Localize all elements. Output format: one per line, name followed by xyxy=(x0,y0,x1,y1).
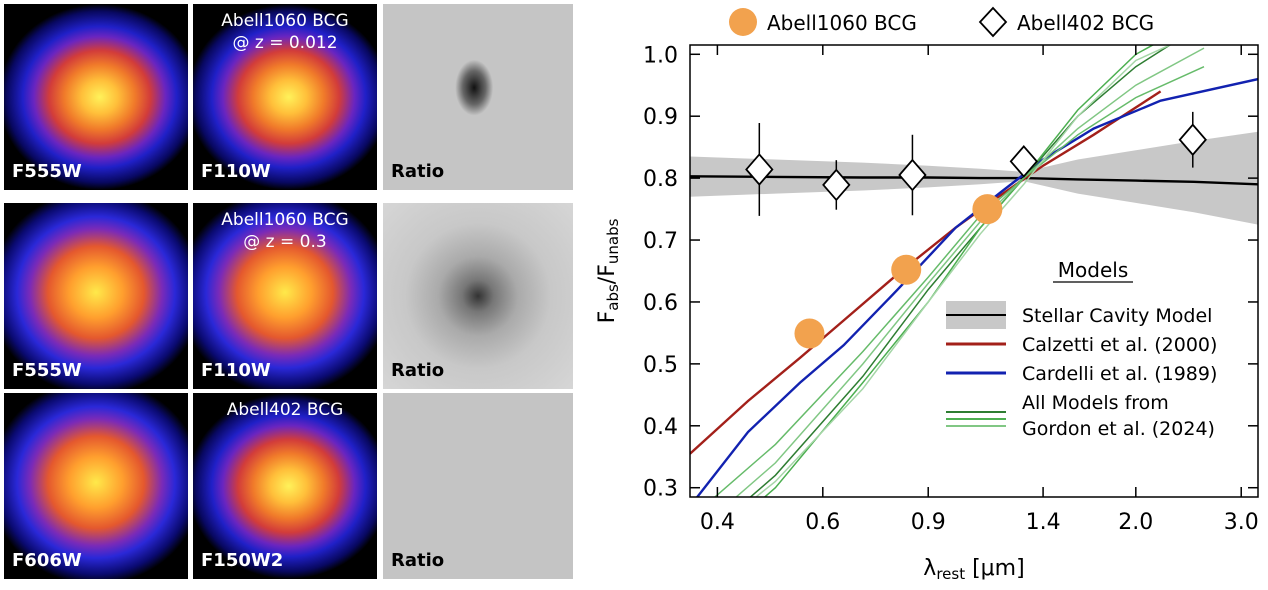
legend-label: All Models from xyxy=(1022,392,1169,414)
legend-label: Abell402 BCG xyxy=(1017,11,1154,35)
image-panel: Abell402 BCG F150W2 xyxy=(193,393,377,579)
plot-frame xyxy=(689,44,1259,498)
data-point xyxy=(891,254,922,285)
y-axis-label-part: abs xyxy=(604,284,622,311)
filter-label: F110W xyxy=(201,161,271,182)
ratio-panel: Ratio xyxy=(383,4,573,190)
y-tick-label: 0.3 xyxy=(643,477,678,502)
image-panel: F555W xyxy=(4,4,188,190)
image-panel: F606W xyxy=(4,393,188,579)
ratio-label: Ratio xyxy=(391,161,445,182)
image-panel: F555W xyxy=(4,203,188,389)
data-point xyxy=(1009,145,1039,178)
model-line xyxy=(690,90,1162,455)
model-line xyxy=(695,77,1258,497)
y-tick-label: 0.9 xyxy=(643,105,678,130)
legend-marker xyxy=(978,6,1008,38)
panel-title-line: Abell402 BCG xyxy=(226,400,344,420)
image-grid: F555W Abell1060 BCG @ z = 0.012 F110W Rati… xyxy=(4,4,574,579)
panel-title-line: Abell1060 BCG xyxy=(221,11,349,31)
model-line xyxy=(754,45,1172,497)
y-axis-label-part: unabs xyxy=(604,218,622,264)
chart: 0.4 0.6 0.9 1.4 2.0 3.0 0.3 0.4 0.5 0.6 0.7 0.8 0.9 1… xyxy=(595,6,1259,583)
x-tick-label: 2.0 xyxy=(1118,510,1153,535)
legend-label: Calzetti et al. (2000) xyxy=(1022,334,1217,356)
x-tick-label: 0.4 xyxy=(700,510,735,535)
y-tick-label: 0.7 xyxy=(643,229,678,254)
model-line xyxy=(690,175,1258,186)
y-tick-label: 1.0 xyxy=(643,43,678,68)
data-point xyxy=(1178,123,1207,157)
y-axis-label: Fabs/Funabs xyxy=(595,218,622,323)
filter-label: F555W xyxy=(12,161,82,182)
x-tick-label: 3.0 xyxy=(1224,510,1259,535)
model-line xyxy=(735,47,1205,497)
data-point xyxy=(972,194,1003,225)
ratio-label: Ratio xyxy=(391,360,445,381)
legend-title: Models xyxy=(1058,258,1128,282)
panel-title-line: Abell1060 BCG xyxy=(221,210,349,230)
y-tick-label: 0.6 xyxy=(643,291,678,316)
data-point xyxy=(794,318,825,349)
y-axis-label-part: F xyxy=(595,311,620,324)
legend-label: Gordon et al. (2024) xyxy=(1022,418,1215,440)
legend-label: Abell1060 BCG xyxy=(767,11,917,35)
data-point xyxy=(745,153,774,186)
legend-label: Stellar Cavity Model xyxy=(1022,305,1212,327)
image-panel: Abell1060 BCG @ z = 0.012 F110W xyxy=(193,4,377,190)
x-tick-label: 0.9 xyxy=(911,510,946,535)
panel-title: Abell1060 BCG @ z = 0.3 xyxy=(193,209,377,253)
model-line xyxy=(713,66,1205,497)
y-axis-label-part: /F xyxy=(595,264,620,284)
image-panel: Abell1060 BCG @ z = 0.3 F110W xyxy=(193,203,377,389)
panel-title: Abell402 BCG xyxy=(193,399,377,421)
plot-area xyxy=(690,45,1258,497)
ratio-panel: Ratio xyxy=(383,203,573,389)
x-tick-label: 1.4 xyxy=(1026,510,1061,535)
y-tick-label: 0.4 xyxy=(643,415,678,440)
panel-title-line: @ z = 0.012 xyxy=(232,33,338,53)
legend-label: Cardelli et al. (1989) xyxy=(1022,363,1217,385)
x-axis-label-part: rest xyxy=(936,565,965,583)
x-axis-label-part: λ xyxy=(923,556,936,581)
y-tick-label: 0.8 xyxy=(643,167,678,192)
filter-label: F150W2 xyxy=(201,550,284,571)
data-point xyxy=(822,168,851,202)
model-line xyxy=(763,45,1155,497)
ratio-label: Ratio xyxy=(391,550,445,571)
panel-title-line: @ z = 0.3 xyxy=(243,232,327,252)
legend-marker xyxy=(729,8,757,36)
x-tick-label: 0.6 xyxy=(805,510,840,535)
data-point xyxy=(898,158,927,192)
filter-label: F606W xyxy=(12,550,82,571)
ratio-panel: Ratio xyxy=(383,393,573,579)
filter-label: F555W xyxy=(12,360,82,381)
y-tick-label: 0.5 xyxy=(643,353,678,378)
panel-title: Abell1060 BCG @ z = 0.012 xyxy=(193,10,377,54)
filter-label: F110W xyxy=(201,360,271,381)
x-axis-label-part: [μm] xyxy=(965,556,1025,581)
x-axis-label: λrest [μm] xyxy=(923,556,1024,583)
